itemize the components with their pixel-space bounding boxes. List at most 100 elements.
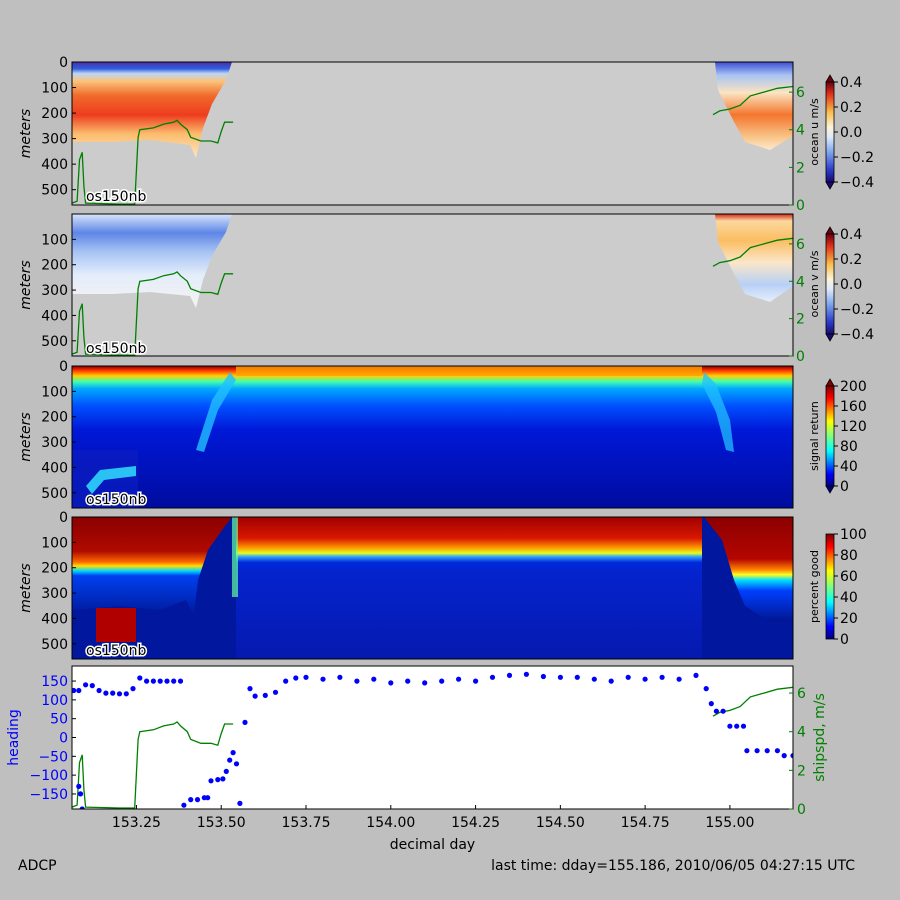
x-tick-label: 155.00 (705, 815, 754, 831)
heading-point (320, 676, 326, 682)
heading-point (540, 673, 547, 680)
heading-point (608, 678, 614, 684)
ocean-u-heatmap-right (715, 62, 793, 150)
colorbar-tick-label: 0.4 (840, 75, 862, 91)
heading-point (764, 748, 770, 754)
instrument-label: os150nb (86, 643, 146, 659)
colorbar-gradient (825, 233, 835, 335)
instrument-label: os150nb (86, 492, 146, 508)
colorbar-gradient (825, 533, 835, 640)
y2-tick-label: 2 (797, 763, 806, 779)
colorbar-gradient (825, 81, 835, 183)
x-tick-label: 153.25 (112, 815, 161, 831)
y-tick-label: −100 (30, 768, 68, 784)
x-tick-label: 153.75 (282, 815, 331, 831)
signal-return-panel (71, 365, 794, 509)
ship-speed-line (72, 119, 234, 205)
ship-speed-line (72, 721, 234, 809)
colorbar-tick-label: 0.0 (840, 125, 862, 141)
y2-tick-label: 4 (796, 123, 805, 139)
y-axis-label: heading (6, 709, 22, 766)
heading-point (642, 676, 648, 682)
y-tick-label: 300 (41, 132, 68, 148)
heading-point (354, 678, 360, 684)
y-axis-label: meters (18, 109, 34, 158)
colorbar-tick-label: 60 (840, 569, 858, 585)
instrument-label: os150nb (86, 341, 146, 357)
deep-region (236, 570, 702, 659)
instrument-label: os150nb (86, 189, 146, 205)
y-axis-label: meters (18, 412, 34, 461)
plot-frame (71, 516, 794, 660)
ocean-v-panel (71, 213, 794, 357)
heading-point (252, 693, 258, 699)
bottom-echo (86, 466, 136, 494)
y-tick-label: 100 (41, 535, 68, 551)
heading-point (223, 768, 229, 775)
y-tick-label: 50 (50, 712, 68, 728)
y-tick-label: 300 (41, 586, 68, 602)
heading-point (237, 800, 243, 807)
x-axis-label: decimal day (390, 837, 475, 853)
colorbar-tick-label: −0.2 (840, 302, 874, 318)
footer-last-time: last time: dday=155.186, 2010/06/05 04:2… (491, 858, 855, 874)
percent-good-left (72, 517, 232, 615)
y2-tick-label: 6 (796, 85, 805, 101)
x-tick-label: 153.50 (197, 815, 246, 831)
colorbar-tick-label: 0.2 (840, 252, 862, 268)
heading-point (171, 678, 177, 684)
heading-point (76, 687, 82, 694)
heading-point (157, 678, 163, 684)
y-tick-label: 100 (41, 693, 68, 709)
x-tick-label: 154.75 (621, 815, 670, 831)
colorbar-label: ocean u m/s (808, 98, 821, 166)
y-tick-label: 400 (41, 308, 68, 324)
colorbar-tick-label: −0.4 (840, 175, 874, 191)
y2-tick-label: 0 (796, 349, 805, 365)
heading-point (676, 676, 682, 682)
heading-point (405, 678, 411, 684)
y-axis-label: meters (18, 260, 34, 309)
y-tick-label: 200 (41, 106, 68, 122)
heading-point (473, 678, 479, 684)
colorbar-tick-label: 20 (840, 611, 858, 627)
heading-point (489, 674, 496, 680)
y-tick-label: 500 (41, 486, 68, 502)
heading-point (79, 806, 85, 809)
colorbar-tick-label: 40 (840, 459, 858, 475)
heading-point (439, 678, 445, 684)
plot-frame (71, 213, 794, 357)
heading-point (790, 753, 793, 759)
y2-tick-label: 6 (797, 686, 806, 702)
y2-tick-label: 6 (796, 237, 805, 253)
y-tick-label: 0 (59, 55, 68, 71)
heading-point (123, 691, 129, 697)
y-tick-label: 150 (41, 674, 68, 690)
heading-point (693, 672, 699, 679)
heading-point (523, 671, 530, 677)
colorbar-tick-label: 40 (840, 590, 858, 606)
y-tick-label: 0 (59, 731, 68, 747)
heading-point (215, 777, 221, 783)
heading-point (713, 708, 720, 714)
y-tick-label: 200 (41, 258, 68, 274)
y-tick-label: 400 (41, 460, 68, 476)
y2-tick-label: 0 (797, 802, 806, 818)
heading-point (625, 674, 631, 680)
y-tick-label: −50 (38, 749, 68, 765)
x-tick-label: 154.50 (536, 815, 585, 831)
footer-instrument: ADCP (18, 858, 57, 874)
ocean-u-heatmap-left (72, 62, 232, 158)
y-tick-label: −150 (30, 787, 68, 803)
colorbar-tick-label: 80 (840, 548, 858, 564)
ocean-u-panel (71, 61, 794, 206)
heading-point (262, 692, 268, 699)
y-tick-label: 0 (59, 359, 68, 375)
colorbar-tick-label: −0.2 (840, 150, 874, 166)
percent-good-panel (71, 516, 794, 660)
y-tick-label: 200 (41, 561, 68, 577)
ocean-v-heatmap-right (715, 214, 793, 302)
heading-point (557, 674, 564, 680)
colorbar-bottom-triangle (825, 181, 835, 190)
y-tick-label: 200 (41, 410, 68, 426)
